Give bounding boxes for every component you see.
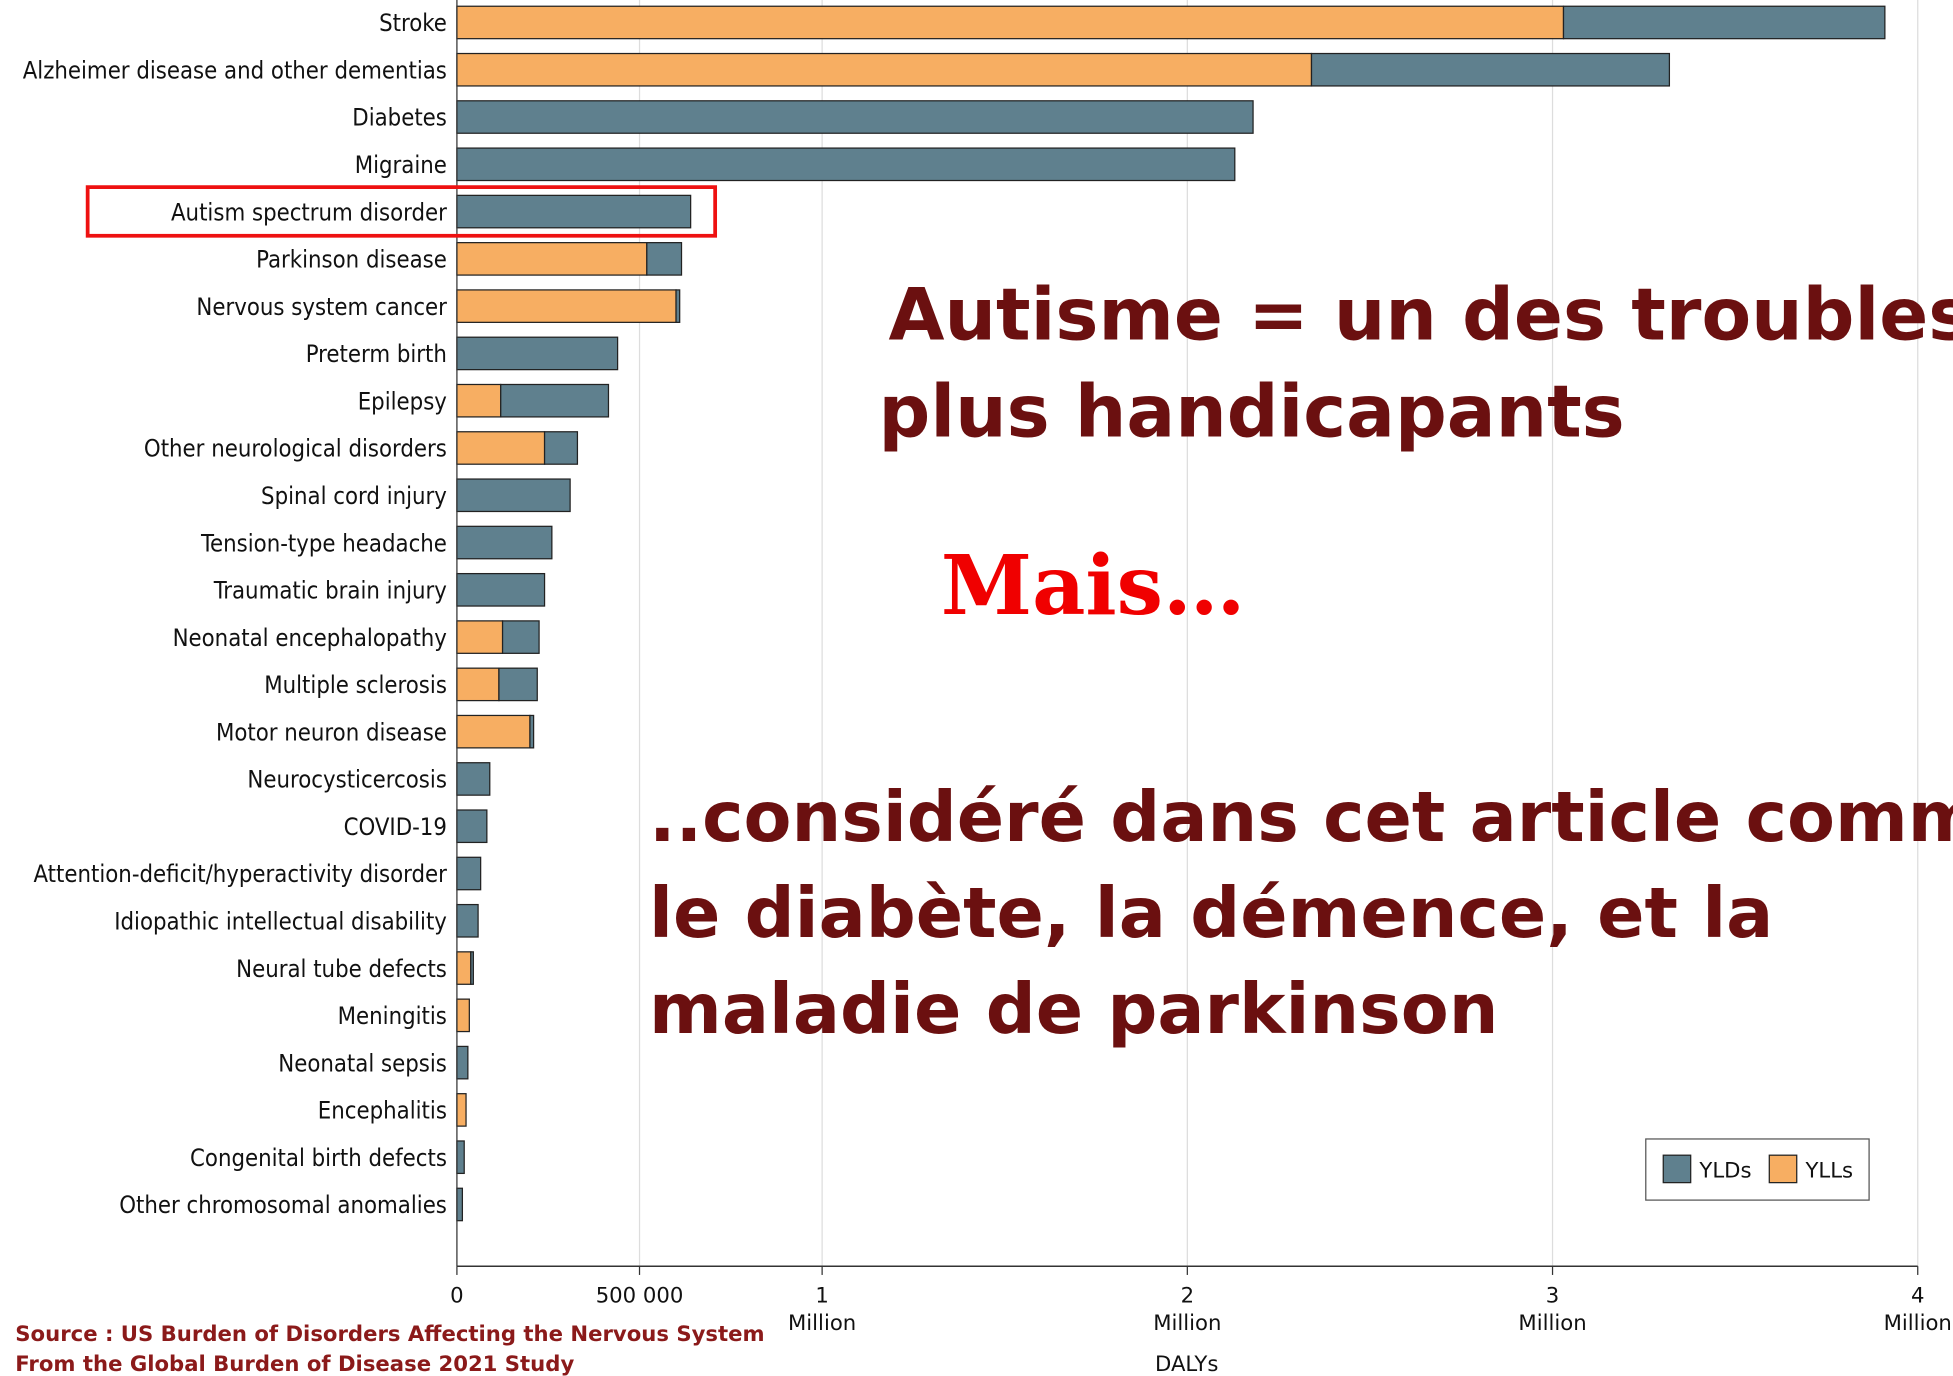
bar-ylds [456,194,692,229]
headline-line2: plus handicapants [879,371,1625,455]
body-line1: ..considéré dans cet article comme [649,777,1953,858]
category-label: Epilepsy [358,387,447,415]
category-label: Multiple sclerosis [264,671,447,699]
x-tick-label: 4 [1911,1282,1924,1307]
category-label: Diabetes [352,104,447,132]
bar-ylls [456,383,502,418]
body-line2: le diabète, la démence, et la [649,873,1773,954]
category-label: Neural tube defects [236,955,447,983]
autism-highlight-box [85,185,718,238]
x-tick-unit: Million [1518,1310,1586,1335]
bar-ylds [456,903,479,938]
bar-ylds [1310,52,1671,87]
category-label: Neurocysticercosis [247,766,446,794]
category-labels: Stroke Alzheimer disease and other dement… [23,9,447,1219]
category-label: Alzheimer disease and other dementias [23,56,447,84]
body-line3: maladie de parkinson [649,969,1498,1050]
bar-ylds [456,1187,464,1222]
source-line2: From the Global Burden of Disease 2021 S… [15,1351,574,1376]
bar-ylls [456,951,472,985]
bar-ylds [675,289,681,323]
category-label: Idiopathic intellectual disability [114,908,447,936]
category-label: Nervous system cancer [196,293,447,321]
category-label: Autism spectrum disorder [171,198,447,226]
bar-ylls [456,1093,467,1127]
category-label: Motor neuron disease [216,718,447,746]
x-axis: 0 500 000 1 Million 2 Million 3 Million 4 Million [450,0,1952,1335]
bar-ylds [470,951,474,985]
headline-line1: Autisme = un des troubles les [889,273,1953,357]
legend-swatch-ylds [1662,1154,1692,1184]
gridlines [638,0,1919,1267]
x-tick-label: 3 [1546,1282,1559,1307]
bar-ylds [456,809,488,844]
bar-ylls [456,714,531,749]
category-label: Preterm birth [306,340,447,368]
category-label: Attention-deficit/hyperactivity disorder [34,860,448,888]
bars [456,5,1886,1222]
bar-ylds [456,525,553,560]
bar-ylds [646,242,683,276]
bar-ylls [456,52,1313,87]
category-label: Congenital birth defects [190,1144,447,1172]
bar-ylds [543,431,579,465]
x-tick-label: 1 [815,1282,828,1307]
category-label: Spinal cord injury [261,482,447,510]
source-line1: Source : US Burden of Disorders Affectin… [15,1321,764,1346]
category-label: Neonatal encephalopathy [173,624,447,652]
category-label: Neonatal sepsis [278,1049,447,1077]
bar-ylls [456,620,504,654]
bar-ylds [456,100,1254,134]
category-label: Other neurological disorders [144,435,447,463]
bar-ylds [501,620,540,654]
bar-ylds [456,336,619,371]
bar-ylls [456,667,500,702]
bar-ylls [456,5,1565,40]
category-label: Traumatic brain injury [213,577,447,605]
category-label: Migraine [355,151,447,179]
category-label: Parkinson disease [256,246,447,274]
x-tick-unit: Million [1884,1310,1952,1335]
bar-ylls [456,242,648,276]
bar-ylds [1562,5,1886,40]
legend: YLDs YLLs [1645,1138,1870,1201]
bar-ylds [456,1045,469,1080]
x-tick-unit: Million [788,1310,856,1335]
category-label: Stroke [379,9,447,37]
legend-swatch-ylls [1768,1154,1798,1184]
category-label: Tension-type headache [200,529,447,557]
x-tick-unit: Million [1153,1310,1221,1335]
bar-ylds [456,856,482,891]
legend-label-ylls: YLLs [1804,1158,1853,1183]
bar-ylds [456,478,571,513]
bar-ylds [456,1140,465,1175]
x-tick-label: 500 000 [596,1282,684,1307]
x-tick-label: 2 [1181,1282,1194,1307]
bar-ylls [456,998,470,1033]
category-label: Encephalitis [318,1097,447,1125]
bar-ylds [456,147,1236,182]
bar-ylds [529,714,535,749]
x-tick-label: 0 [450,1282,463,1307]
category-label: COVID-19 [344,813,447,841]
bar-ylds [456,572,546,607]
bar-ylds [500,383,610,418]
legend-label-ylds: YLDs [1698,1158,1751,1183]
bar-ylls [456,431,546,465]
mais-text: Mais… [941,538,1245,634]
category-label: Meningitis [338,1002,447,1030]
category-label: Other chromosomal anomalies [119,1191,447,1219]
bar-ylds [456,762,491,796]
x-axis-label: DALYs [1155,1351,1218,1376]
bar-ylds [498,667,538,702]
bar-ylls [456,289,677,323]
